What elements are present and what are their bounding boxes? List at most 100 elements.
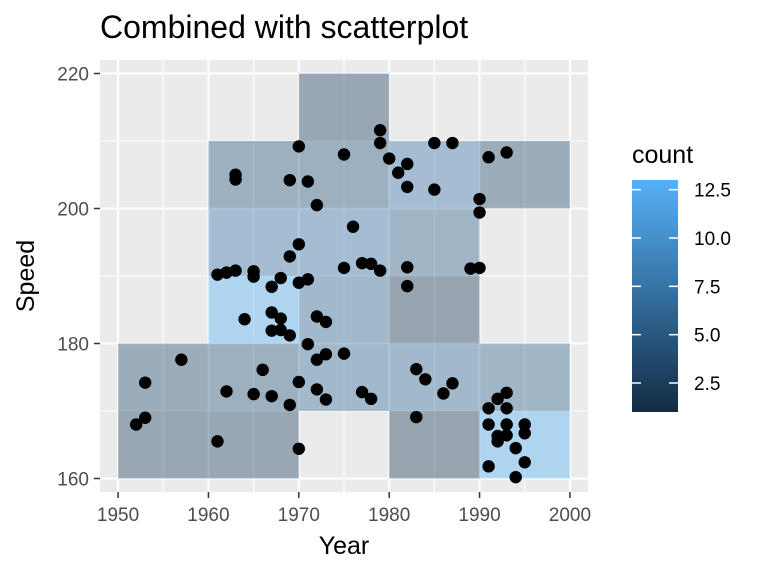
scatter-point xyxy=(428,136,441,150)
scatter-point xyxy=(355,385,369,399)
scatter-point xyxy=(500,418,513,431)
legend-title: count xyxy=(632,141,693,169)
legend-tick-label: 10.0 xyxy=(694,229,731,250)
scatter-point xyxy=(401,261,414,274)
y-tick-label: 200 xyxy=(57,200,89,221)
scatter-point xyxy=(518,456,531,469)
legend-tick-label: 12.5 xyxy=(694,181,731,202)
scatter-point xyxy=(482,151,495,164)
scatter-point xyxy=(220,385,233,398)
heatmap-tile xyxy=(479,141,570,209)
scatter-point xyxy=(292,140,306,153)
scatter-point xyxy=(473,261,486,275)
scatter-point xyxy=(500,386,513,399)
x-axis-title: Year xyxy=(319,532,370,560)
scatter-point xyxy=(509,441,522,455)
scatter-point xyxy=(283,329,296,342)
heatmap-tile xyxy=(389,411,480,479)
scatter-point xyxy=(364,257,378,271)
scatter-point xyxy=(482,460,495,473)
scatter-point xyxy=(355,256,369,270)
scatter-point xyxy=(410,410,423,424)
scatter-point xyxy=(491,392,504,406)
scatter-point xyxy=(373,136,387,150)
scatter-point xyxy=(401,180,414,194)
scatter-point xyxy=(319,348,333,361)
legend: count 2.5 5.0 7.5 10.0 12.5 xyxy=(632,141,731,412)
legend-ticks: 2.5 5.0 7.5 10.0 12.5 xyxy=(632,181,731,395)
scatter-point xyxy=(337,148,351,161)
scatter-point xyxy=(319,315,333,329)
scatter-point xyxy=(138,411,152,424)
scatter-point xyxy=(301,273,315,286)
heatmap-tile xyxy=(208,411,299,479)
x-tick-label: 1950 xyxy=(97,505,139,526)
scatter-point xyxy=(337,347,351,360)
scatter-point xyxy=(247,270,260,283)
scatter-point xyxy=(401,157,414,171)
scatter-point xyxy=(518,418,531,431)
legend-tick-label: 2.5 xyxy=(694,374,720,395)
heatmap-tile xyxy=(389,141,480,209)
scatter-point xyxy=(265,280,278,293)
scatter-point xyxy=(283,173,296,187)
scatter-point xyxy=(310,353,324,366)
y-tick-label: 160 xyxy=(57,470,89,491)
scatter-point xyxy=(274,323,287,337)
scatter-point xyxy=(446,377,459,390)
scatter-point xyxy=(247,387,260,401)
scatter-point xyxy=(283,398,296,412)
heatmap-tile xyxy=(208,208,299,276)
scatter-point xyxy=(238,313,251,326)
scatter-point xyxy=(274,271,287,285)
scatter-point xyxy=(337,261,351,275)
scatter-point xyxy=(500,429,513,442)
scatter-point xyxy=(138,376,152,389)
scatter-point xyxy=(229,173,242,186)
x-tick-label: 1980 xyxy=(368,505,410,526)
x-axis: 1950 1960 1970 1980 1990 2000 xyxy=(97,492,591,526)
scatter-point xyxy=(491,435,504,448)
scatter-point xyxy=(265,306,278,319)
y-tick-label: 180 xyxy=(57,335,89,356)
scatter-points xyxy=(129,124,531,484)
scatter-point xyxy=(301,175,315,188)
scatter-point xyxy=(211,435,224,448)
chart-title: Combined with scatterplot xyxy=(100,9,468,45)
scatter-point xyxy=(265,389,278,403)
scatter-point xyxy=(229,264,242,277)
scatter-point xyxy=(446,136,459,150)
x-tick-label: 1960 xyxy=(187,505,229,526)
scatter-point xyxy=(401,279,414,293)
scatter-point xyxy=(473,206,486,219)
heatmap-tile xyxy=(389,343,480,411)
scatter-point xyxy=(373,264,387,277)
scatter-point xyxy=(482,418,495,431)
scatter-point xyxy=(265,324,278,337)
scatter-point xyxy=(500,146,513,159)
legend-tick-label: 5.0 xyxy=(694,326,720,347)
y-axis: 160 180 200 220 xyxy=(57,65,100,491)
y-axis-title: Speed xyxy=(12,240,40,312)
scatter-point xyxy=(428,183,441,196)
heatmap-tile xyxy=(298,276,390,344)
scatter-point xyxy=(437,387,450,400)
scatter-point xyxy=(274,312,287,325)
scatter-point xyxy=(310,310,324,323)
scatter-point xyxy=(310,198,324,212)
scatter-point xyxy=(319,393,333,406)
y-tick-label: 220 xyxy=(57,65,89,86)
legend-colorbar xyxy=(632,180,678,412)
scatter-point xyxy=(410,362,423,376)
scatter-point xyxy=(382,152,396,165)
scatter-point xyxy=(310,383,324,396)
scatter-point xyxy=(129,418,143,431)
heatmap-tile xyxy=(208,141,299,209)
scatter-point xyxy=(464,262,477,275)
scatter-point xyxy=(392,166,405,179)
scatter-point xyxy=(500,402,513,415)
scatter-point xyxy=(292,238,306,251)
scatter-point xyxy=(283,250,296,263)
scatter-point xyxy=(175,353,188,366)
